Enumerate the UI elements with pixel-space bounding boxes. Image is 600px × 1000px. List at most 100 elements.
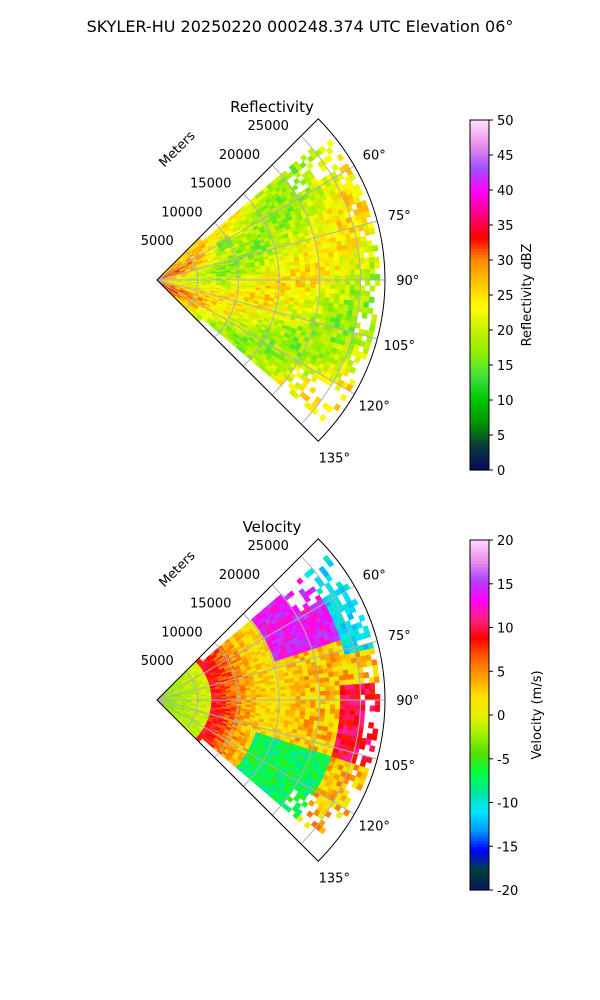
field-cell	[309, 291, 316, 297]
radial-tick-label: 25000	[248, 539, 289, 554]
field-cell	[292, 392, 300, 400]
colorbar-segment	[470, 254, 489, 258]
field-cell	[328, 256, 335, 263]
colorbar-segment	[470, 245, 489, 249]
field-cell	[280, 702, 287, 707]
field-cell	[353, 258, 360, 265]
field-cell	[339, 289, 346, 296]
field-cell	[334, 690, 341, 696]
field-cell	[296, 577, 304, 585]
colorbar-segment	[470, 216, 489, 220]
angular-gridline	[156, 220, 378, 281]
field-cell	[309, 679, 315, 685]
field-cell	[285, 706, 291, 711]
field-cell	[280, 282, 287, 287]
colorbar-segment	[470, 327, 489, 331]
field-cell	[265, 693, 272, 698]
field-cell	[270, 690, 277, 695]
field-cell	[310, 703, 316, 709]
angle-tick-label: 120°	[359, 819, 390, 834]
field-cell	[345, 694, 351, 701]
field-cell	[368, 227, 376, 235]
radial-tick-label: 20000	[219, 568, 260, 583]
field-cell	[368, 256, 375, 264]
field-cell	[349, 274, 356, 281]
field-cell	[338, 255, 345, 262]
radial-tick-label: 15000	[190, 177, 231, 192]
field-cell	[364, 263, 371, 270]
field-cell	[319, 686, 326, 692]
field-cell	[309, 386, 317, 394]
field-cell	[339, 684, 346, 691]
field-cell	[294, 260, 301, 266]
angular-gridline	[156, 279, 378, 340]
field-cell	[300, 279, 306, 285]
field-cell	[329, 288, 336, 295]
field-cell	[343, 254, 350, 261]
field-cell	[265, 687, 271, 692]
field-cell	[324, 681, 331, 688]
colorbar-segment	[470, 248, 489, 252]
colorbar-segment	[470, 405, 489, 410]
field-cell	[354, 284, 361, 291]
velocity-colorbar-label: Velocity (m/s)	[530, 670, 545, 759]
field-cell	[295, 707, 301, 712]
colorbar-segment	[470, 303, 489, 308]
colorbar-tick-label: 35	[497, 219, 514, 234]
colorbar-segment	[470, 143, 489, 147]
field-cell	[334, 293, 341, 300]
colorbar-segment	[470, 213, 489, 217]
field-cell	[339, 704, 346, 711]
field-cell	[329, 708, 336, 715]
field-cell	[373, 256, 380, 264]
field-cell	[280, 689, 286, 694]
field-cell	[305, 703, 311, 709]
field-cell	[363, 296, 370, 303]
field-cell	[330, 699, 336, 705]
radial-tick-label: 10000	[161, 205, 202, 220]
field-cell	[318, 257, 325, 264]
field-cell	[353, 720, 360, 727]
field-cell	[320, 699, 326, 705]
field-cell	[255, 702, 262, 706]
field-cell	[308, 254, 315, 261]
field-cell	[295, 692, 301, 697]
field-cell	[309, 287, 316, 293]
field-cell	[342, 369, 350, 378]
field-cell	[299, 684, 306, 689]
colorbar-segment	[470, 356, 489, 360]
field-cell	[290, 283, 296, 288]
colorbar-segment	[470, 128, 489, 133]
field-cell	[270, 693, 277, 698]
field-cell	[364, 683, 371, 690]
colorbar-segment	[470, 242, 489, 247]
field-cell	[279, 686, 286, 691]
field-cell	[295, 703, 301, 708]
field-cell	[285, 269, 291, 274]
colorbar-segment	[470, 455, 489, 459]
field-cell	[310, 275, 316, 281]
field-cell	[304, 707, 311, 713]
field-cell	[349, 689, 356, 696]
field-cell	[285, 272, 292, 277]
field-cell	[245, 282, 252, 286]
field-cell	[275, 702, 282, 707]
field-cell	[339, 284, 346, 291]
field-cell	[325, 154, 333, 163]
field-cell	[285, 692, 292, 697]
field-cell	[319, 262, 326, 268]
field-cell	[291, 184, 299, 192]
velocity-radial-label: Meters	[157, 548, 199, 590]
field-cell	[340, 279, 346, 286]
field-cell	[280, 273, 287, 278]
field-cell	[255, 271, 262, 276]
field-cell	[360, 352, 368, 361]
reflectivity-title: Reflectivity	[230, 98, 314, 116]
field-cell	[329, 265, 336, 272]
field-cell	[334, 713, 341, 720]
colorbar-segment	[470, 400, 489, 404]
field-cell	[338, 675, 345, 682]
colorbar-segment	[470, 402, 489, 407]
field-cell	[368, 676, 375, 684]
